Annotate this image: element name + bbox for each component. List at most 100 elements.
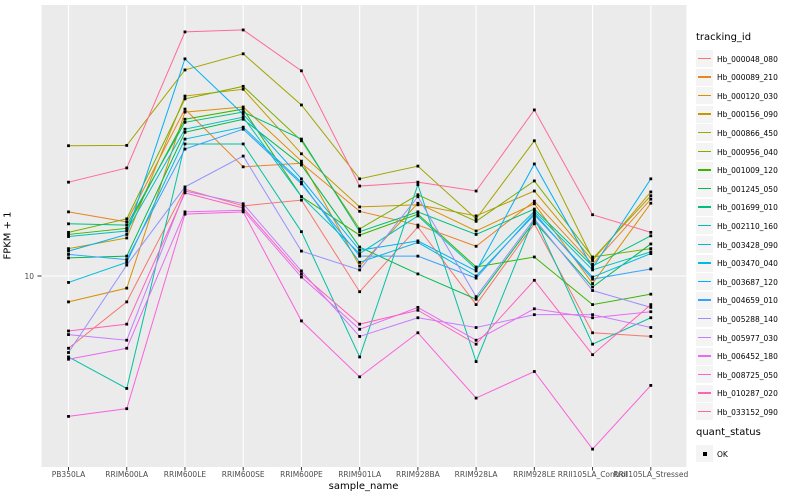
- data-point-marker: [474, 303, 478, 307]
- data-point-marker: [474, 360, 478, 363]
- data-point-marker: [125, 223, 129, 227]
- legend-line-swatch: [698, 243, 711, 246]
- data-point-marker: [532, 189, 536, 193]
- legend-key-box: [696, 347, 713, 365]
- data-point-marker: [183, 110, 187, 114]
- data-point-marker: [474, 214, 478, 218]
- x-axis-title: sample_name: [328, 481, 399, 492]
- data-point-marker: [183, 97, 187, 101]
- data-point-marker: [649, 230, 653, 234]
- legend-item-label: OK: [717, 449, 728, 459]
- data-point-marker: [649, 326, 653, 329]
- data-point-marker: [474, 274, 478, 278]
- data-point-marker: [300, 319, 303, 323]
- legend-item-label: Hb_003470_040: [717, 259, 778, 269]
- data-point-marker: [591, 257, 594, 261]
- data-point-marker: [649, 190, 653, 194]
- legend-item-label: Hb_000089_210: [717, 73, 778, 83]
- data-point-marker: [474, 396, 478, 400]
- data-point-marker: [416, 180, 420, 184]
- data-point-marker: [532, 139, 536, 143]
- data-point-marker: [67, 235, 70, 238]
- legend-line-swatch: [698, 410, 711, 413]
- panel-background: [41, 5, 687, 467]
- data-point-marker: [591, 313, 594, 317]
- data-point-marker: [183, 142, 187, 146]
- legend-title-tracking-id: tracking_id: [696, 32, 752, 43]
- legend-line-swatch: [698, 57, 711, 60]
- legend-line-swatch: [698, 299, 711, 301]
- legend-item-label: Hb_010287_020: [717, 389, 778, 399]
- data-point-marker: [300, 69, 303, 73]
- data-point-marker: [300, 272, 303, 276]
- legend-key-box: [696, 384, 713, 402]
- data-point-marker: [532, 215, 536, 219]
- data-point-marker: [67, 281, 70, 284]
- data-point-marker: [591, 285, 594, 289]
- data-point-marker: [241, 202, 245, 206]
- legend-item-label: Hb_001009_120: [717, 166, 778, 176]
- data-point-marker: [67, 351, 70, 354]
- data-point-marker: [241, 208, 245, 212]
- data-point-marker: [300, 182, 303, 186]
- legend-key-box: [696, 68, 713, 86]
- data-point-marker: [591, 255, 594, 259]
- data-point-marker: [358, 177, 362, 181]
- data-point-marker: [241, 117, 245, 121]
- data-point-marker: [474, 269, 478, 273]
- data-point-marker: [591, 264, 594, 268]
- data-point-marker: [649, 234, 653, 238]
- data-point-marker: [125, 286, 129, 290]
- data-point-marker: [532, 219, 536, 223]
- data-point-marker: [474, 276, 478, 280]
- data-point-marker: [125, 217, 129, 221]
- legend-line-swatch: [698, 262, 711, 264]
- legend-item-label: Hb_006452_180: [717, 352, 778, 362]
- data-point-marker: [649, 303, 653, 307]
- legend-line-swatch: [698, 336, 711, 339]
- data-point-marker: [183, 189, 187, 193]
- legend-item-label: Hb_000156_090: [717, 110, 778, 120]
- data-point-marker: [532, 108, 536, 112]
- data-point-marker: [649, 247, 653, 251]
- data-point-marker: [591, 277, 594, 281]
- data-point-marker: [532, 217, 536, 221]
- data-point-marker: [532, 278, 536, 282]
- data-point-marker: [300, 163, 303, 167]
- data-point-marker: [532, 209, 536, 213]
- data-point-marker: [67, 249, 70, 253]
- data-point-marker: [125, 220, 129, 224]
- data-point-marker: [183, 107, 187, 111]
- data-point-marker: [358, 375, 362, 379]
- data-point-marker: [300, 103, 303, 107]
- data-point-marker: [474, 326, 478, 329]
- data-point-marker: [67, 210, 70, 214]
- data-point-marker: [416, 223, 420, 227]
- legend-key-box: [696, 50, 713, 67]
- data-point-marker: [300, 269, 303, 273]
- legend-item-label: Hb_003428_090: [717, 240, 778, 250]
- data-point-marker: [591, 353, 594, 357]
- data-point-marker: [183, 120, 187, 124]
- data-point-marker: [300, 195, 303, 199]
- data-point-marker: [416, 195, 420, 199]
- data-point-marker: [649, 316, 653, 320]
- data-point-marker: [241, 206, 245, 210]
- data-point-marker: [241, 28, 245, 32]
- legend-key-box: [696, 445, 713, 462]
- data-point-marker: [532, 202, 536, 206]
- data-point-marker: [649, 250, 653, 254]
- data-point-marker: [125, 407, 129, 411]
- data-point-marker: [416, 164, 420, 168]
- data-point-marker: [300, 180, 303, 184]
- data-point-marker: [416, 254, 420, 258]
- data-point-marker: [183, 187, 187, 191]
- data-point-marker: [532, 211, 536, 215]
- legend-key-box: [696, 180, 713, 198]
- data-point-marker: [241, 165, 245, 169]
- data-point-marker: [125, 300, 129, 304]
- data-point-marker: [125, 236, 129, 240]
- data-point-marker: [649, 194, 653, 198]
- data-point-marker: [649, 252, 653, 255]
